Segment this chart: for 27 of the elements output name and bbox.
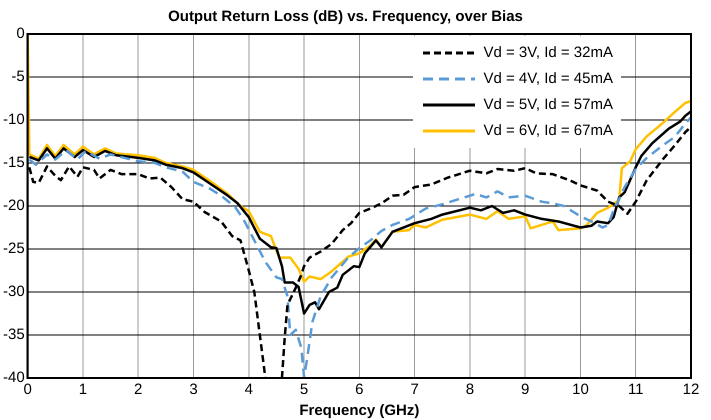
y-tick-label: -40 (2, 369, 25, 386)
x-tick-label: 10 (572, 381, 589, 398)
y-tick-label: -15 (2, 154, 25, 172)
legend-label: Vd = 5V, Id = 57mA (483, 95, 613, 115)
x-tick-label: 8 (466, 381, 474, 398)
y-tick-label: -5 (11, 68, 25, 86)
x-tick-label: 11 (628, 381, 644, 398)
y-tick-label: -30 (2, 283, 25, 300)
x-axis-title: Frequency (GHz) (299, 402, 420, 420)
x-tick-label: 4 (244, 381, 253, 398)
y-tick-label: -20 (2, 197, 25, 214)
x-tick-label: 7 (410, 381, 419, 398)
y-tick-label: -25 (2, 240, 25, 258)
x-tick-label: 1 (78, 381, 88, 398)
x-tick-label: 6 (355, 381, 364, 398)
x-tick-label: 3 (189, 381, 198, 398)
legend-label: Vd = 4V, Id = 45mA (483, 69, 613, 89)
x-tick-label: 12 (682, 381, 700, 398)
legend-label: Vd = 6V, Id = 67mA (483, 121, 613, 141)
y-tick-label: 0 (16, 25, 25, 42)
chart-title: Output Return Loss (dB) vs. Frequency, over Bias (168, 8, 523, 26)
x-tick-label: 9 (521, 381, 530, 398)
y-tick-label: -10 (2, 111, 25, 128)
legend-label: Vd = 3V, Id = 32mA (483, 43, 613, 63)
x-tick-label: 5 (300, 381, 308, 398)
y-tick-label: -35 (2, 326, 25, 344)
x-tick-label: 2 (134, 381, 142, 398)
